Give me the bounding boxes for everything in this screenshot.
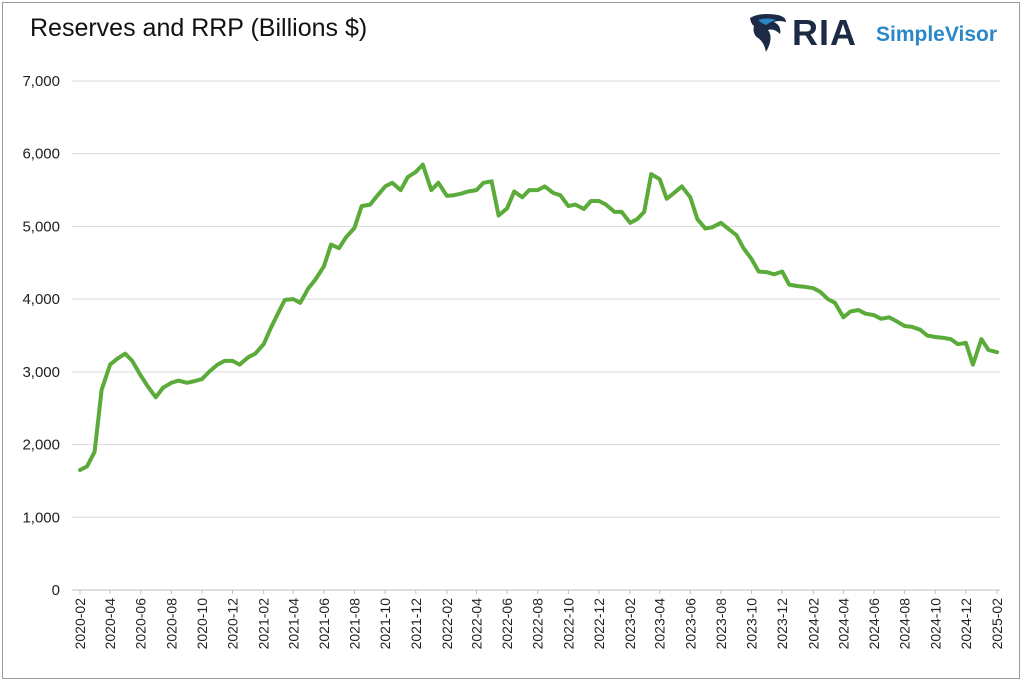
x-tick-label: 2022-04 [469,598,485,650]
y-tick-label: 2,000 [22,437,60,454]
y-axis: 0 1,000 2,000 3,000 4,000 5,000 6,000 7,000 [22,73,60,599]
ria-logo-text: RIA [792,12,857,53]
y-tick-label: 1,000 [22,509,60,526]
x-tick-label: 2024-10 [927,598,943,650]
series-line [78,162,999,472]
y-tick-label: 0 [52,582,60,599]
x-tick-label: 2023-08 [713,598,729,650]
y-tick-label: 6,000 [22,146,60,163]
x-tick-label: 2023-06 [682,598,698,650]
x-tick-label: 2020-08 [163,598,179,650]
x-tick-label: 2022-02 [439,598,455,650]
y-tick-label: 7,000 [22,73,60,90]
x-tick-label: 2024-02 [805,598,821,650]
x-tick-label: 2022-06 [499,598,515,650]
y-tick-label: 3,000 [22,364,60,381]
x-tick-label: 2023-04 [652,598,668,650]
y-tick-label: 4,000 [22,291,60,308]
x-tick-label: 2023-02 [622,598,638,650]
x-tick-label: 2022-10 [560,598,576,650]
x-tick-label: 2020-10 [194,598,210,650]
series-group [78,162,999,472]
chart-title: Reserves and RRP (Billions $) [30,14,368,42]
y-tick-label: 5,000 [22,218,60,235]
x-tick-label: 2023-10 [744,598,760,650]
x-tick-label: 2021-12 [408,598,424,650]
x-tick-label: 2021-02 [256,598,272,650]
x-tick-label: 2024-12 [958,598,974,650]
x-tick-label: 2021-04 [285,598,301,650]
x-tick-label: 2024-08 [897,598,913,650]
x-tick-label: 2020-02 [72,598,88,650]
x-tick-label: 2024-06 [866,598,882,650]
x-tick-label: 2020-06 [133,598,149,650]
x-tick-label: 2020-12 [225,598,241,650]
x-tick-label: 2022-08 [530,598,546,650]
x-tick-label: 2023-12 [774,598,790,650]
x-tick-label: 2021-08 [347,598,363,650]
ria-simplevisor-logo: RIA SimpleVisor [748,12,1010,58]
x-tick-label: 2020-04 [102,598,118,650]
simplevisor-logo-text: SimpleVisor [876,23,997,46]
x-tick-label: 2021-10 [377,598,393,650]
gridlines [72,80,1000,518]
x-tick-label: 2025-02 [989,598,1005,650]
x-tick-label: 2024-04 [835,598,851,650]
x-tick-label: 2022-12 [591,598,607,650]
x-axis: 2020-02 2020-04 2020-06 2020-08 2020-10 2020-… [72,589,1005,650]
x-tick-label: 2021-06 [316,598,332,650]
eagle-logo-icon [750,14,786,52]
